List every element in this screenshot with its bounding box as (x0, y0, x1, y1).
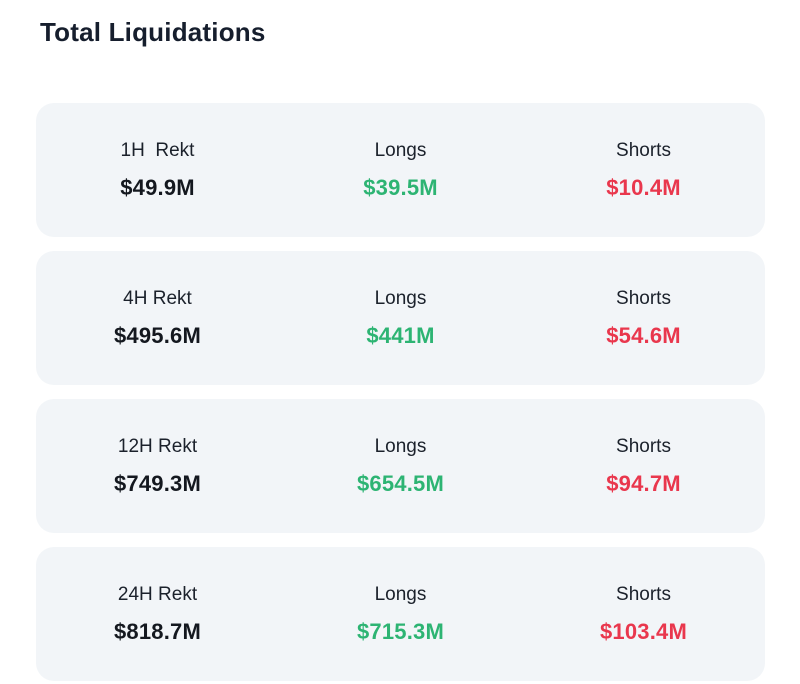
longs-cell: Longs $654.5M (279, 436, 522, 496)
period-label: 12H Rekt (117, 436, 198, 457)
rekt-cell: 12H Rekt $749.3M (36, 436, 279, 496)
longs-label: Longs (374, 288, 427, 309)
shorts-cell: Shorts $103.4M (522, 584, 765, 644)
liquidation-cards: 1H Rekt $49.9M Longs $39.5M Shorts $10.4… (36, 103, 765, 681)
rekt-value: $749.3M (113, 471, 201, 496)
shorts-value: $103.4M (599, 619, 687, 644)
longs-cell: Longs $441M (279, 288, 522, 348)
longs-value: $441M (366, 323, 435, 348)
shorts-value: $94.7M (606, 471, 681, 496)
rekt-cell: 24H Rekt $818.7M (36, 584, 279, 644)
period-label: 4H Rekt (123, 288, 192, 309)
shorts-label: Shorts (616, 584, 671, 605)
rekt-value: $818.7M (113, 619, 201, 644)
shorts-label: Shorts (616, 436, 671, 457)
rekt-cell: 4H Rekt $495.6M (36, 288, 279, 348)
shorts-label: Shorts (616, 288, 671, 309)
rekt-value: $495.6M (113, 323, 201, 348)
rekt-cell: 1H Rekt $49.9M (36, 140, 279, 200)
shorts-label: Shorts (616, 140, 671, 161)
longs-cell: Longs $39.5M (279, 140, 522, 200)
shorts-value: $10.4M (606, 175, 681, 200)
longs-value: $715.3M (356, 619, 444, 644)
liquidation-card-24h: 24H Rekt $818.7M Longs $715.3M Shorts $1… (36, 547, 765, 681)
longs-label: Longs (374, 140, 427, 161)
longs-value: $654.5M (356, 471, 444, 496)
page-title: Total Liquidations (40, 17, 266, 47)
period-label: 1H Rekt (120, 140, 195, 161)
shorts-cell: Shorts $94.7M (522, 436, 765, 496)
longs-label: Longs (374, 584, 427, 605)
period-label: 24H Rekt (117, 584, 198, 605)
shorts-cell: Shorts $54.6M (522, 288, 765, 348)
shorts-cell: Shorts $10.4M (522, 140, 765, 200)
shorts-value: $54.6M (606, 323, 681, 348)
liquidation-card-1h: 1H Rekt $49.9M Longs $39.5M Shorts $10.4… (36, 103, 765, 237)
liquidation-card-4h: 4H Rekt $495.6M Longs $441M Shorts $54.6… (36, 251, 765, 385)
longs-value: $39.5M (363, 175, 438, 200)
longs-label: Longs (374, 436, 427, 457)
rekt-value: $49.9M (120, 175, 195, 200)
longs-cell: Longs $715.3M (279, 584, 522, 644)
liquidation-card-12h: 12H Rekt $749.3M Longs $654.5M Shorts $9… (36, 399, 765, 533)
